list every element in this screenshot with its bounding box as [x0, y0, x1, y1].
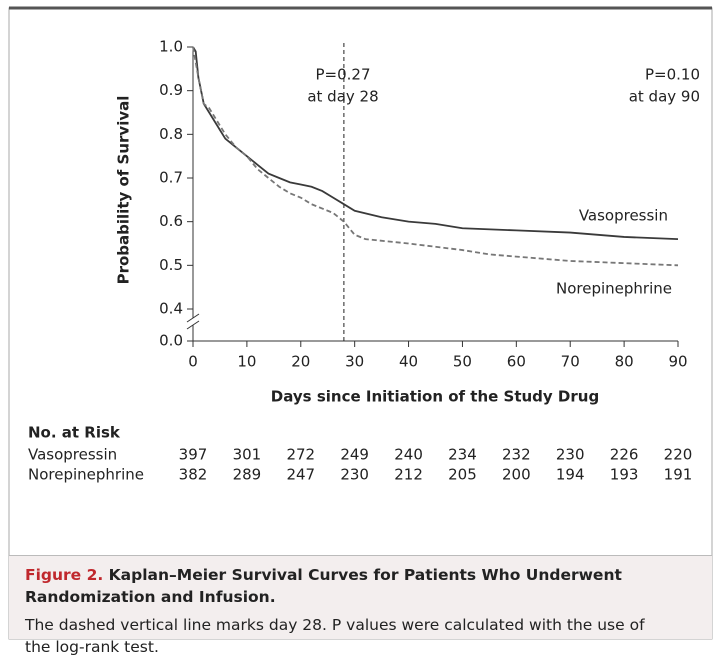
risk-count: 240 — [394, 446, 423, 464]
risk-title: No. at Risk — [28, 424, 121, 442]
x-tick-label: 50 — [453, 353, 472, 371]
annotation: at day 28 — [307, 88, 378, 106]
y-tick-label: 1.0 — [159, 38, 183, 56]
x-tick-label: 80 — [615, 353, 634, 371]
y-tick-label: 0.6 — [159, 212, 183, 230]
risk-count: 205 — [448, 466, 477, 484]
risk-count: 191 — [664, 466, 693, 484]
risk-count: 220 — [664, 446, 693, 464]
risk-count: 230 — [340, 466, 369, 484]
series-label: Vasopressin — [579, 207, 668, 225]
x-tick-label: 90 — [668, 353, 687, 371]
risk-count: 194 — [556, 466, 585, 484]
y-tick-label: 0.7 — [159, 169, 183, 187]
risk-row-name: Norepinephrine — [28, 466, 144, 484]
y-tick-label: 0.5 — [159, 256, 183, 274]
risk-count: 200 — [502, 466, 531, 484]
risk-count: 382 — [179, 466, 208, 484]
x-tick-label: 40 — [399, 353, 418, 371]
x-tick-label: 70 — [561, 353, 580, 371]
x-tick-label: 30 — [345, 353, 364, 371]
caption: Figure 2. Kaplan–Meier Survival Curves f… — [9, 555, 712, 656]
risk-count: 272 — [286, 446, 315, 464]
figure-title: Kaplan–Meier Survival Curves for Patient… — [25, 566, 622, 606]
y-tick-label: 0.0 — [159, 332, 183, 350]
y-tick-label: 0.8 — [159, 125, 183, 143]
x-axis-title: Days since Initiation of the Study Drug — [271, 388, 599, 406]
risk-count: 249 — [340, 446, 369, 464]
risk-count: 289 — [233, 466, 262, 484]
x-tick-label: 60 — [507, 353, 526, 371]
x-tick-label: 0 — [188, 353, 198, 371]
survival-curve — [192, 46, 679, 241]
risk-count: 301 — [233, 446, 262, 464]
y-axis-title: Probability of Survival — [115, 96, 133, 285]
axis-break — [186, 313, 200, 323]
x-tick-label: 10 — [237, 353, 256, 371]
risk-count: 226 — [610, 446, 639, 464]
risk-row-name: Vasopressin — [28, 446, 117, 464]
figure-label: Figure 2. — [25, 566, 104, 584]
series-label: Norepinephrine — [556, 280, 672, 298]
y-tick-label: 0.4 — [159, 300, 183, 318]
y-tick-label: 0.9 — [159, 81, 183, 99]
annotation: at day 90 — [629, 88, 700, 106]
survival-curve — [192, 46, 679, 267]
annotation: P=0.10 — [645, 66, 700, 84]
risk-count: 193 — [610, 466, 639, 484]
caption-text: The dashed vertical line marks day 28. P… — [25, 616, 645, 656]
annotation: P=0.27 — [315, 66, 370, 84]
risk-count: 232 — [502, 446, 531, 464]
risk-count: 397 — [179, 446, 208, 464]
risk-count: 247 — [286, 466, 315, 484]
risk-count: 234 — [448, 446, 477, 464]
risk-count: 230 — [556, 446, 585, 464]
axis-break — [186, 320, 200, 330]
x-tick-label: 20 — [291, 353, 310, 371]
risk-count: 212 — [394, 466, 423, 484]
caption-title: Figure 2. Kaplan–Meier Survival Curves f… — [25, 564, 696, 608]
